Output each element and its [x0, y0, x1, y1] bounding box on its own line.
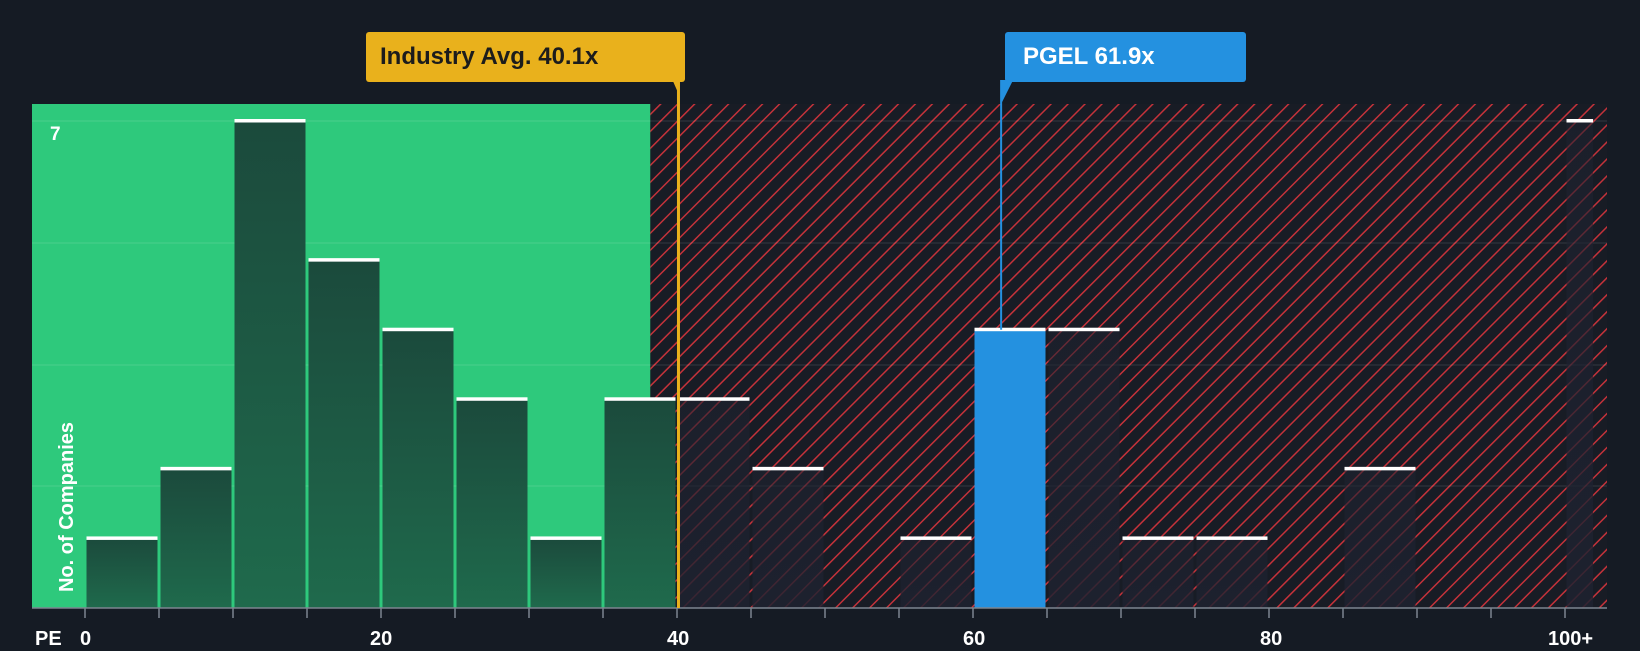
bar-top-cap [382, 327, 454, 332]
bar-top-cap [86, 536, 158, 540]
x-tick-label: 20 [370, 628, 393, 650]
company-callout-pointer [1001, 80, 1014, 104]
histogram-bar [160, 468, 232, 608]
histogram-bar [604, 399, 676, 608]
bar-top-cap [530, 536, 602, 540]
histogram-bar [1566, 121, 1594, 608]
x-tick-label: 60 [963, 628, 986, 650]
histogram-bar [678, 399, 750, 608]
industry-average-label: Industry Avg. 40.1x [366, 32, 685, 82]
histogram-bar [900, 538, 972, 608]
histogram-bar [1122, 538, 1194, 608]
y-axis-max-label: 7 [50, 124, 61, 145]
bar-top-cap [752, 466, 824, 471]
bar-top-cap [160, 466, 232, 471]
x-tick-label: 40 [667, 628, 690, 650]
bar-top-cap [604, 397, 676, 401]
bar-top-cap [1566, 119, 1594, 123]
bar-top-cap [456, 397, 528, 401]
x-axis-title: PE [35, 628, 62, 650]
bar-top-cap [974, 327, 1046, 332]
bar-top-cap [234, 119, 306, 123]
x-tick-label: 0 [80, 628, 92, 650]
histogram-bar [1344, 468, 1416, 608]
histogram-bar [456, 399, 528, 608]
histogram-bar [234, 121, 306, 608]
histogram-bar [1196, 538, 1268, 608]
histogram-bar [86, 538, 158, 608]
histogram-bar [308, 260, 380, 608]
bar-top-cap [308, 258, 380, 262]
bar-top-cap [1048, 327, 1120, 332]
bar-top-cap [900, 536, 972, 540]
x-tick-label: 100+ [1548, 628, 1594, 650]
bar-top-cap [1196, 536, 1268, 540]
company-bar [974, 329, 1046, 608]
y-axis-title: No. of Companies [56, 421, 78, 592]
bar-top-cap [1122, 536, 1194, 540]
bar-top-cap [678, 397, 750, 401]
histogram-bar [382, 329, 454, 608]
x-tick-label: 80 [1260, 628, 1283, 650]
company-pe-label: PGEL 61.9x [1005, 32, 1246, 82]
histogram-bar [530, 538, 602, 608]
bar-top-cap [1344, 466, 1416, 471]
histogram-bar [1048, 329, 1120, 608]
histogram-bar [752, 468, 824, 608]
industry-callout-pointer [672, 80, 680, 96]
